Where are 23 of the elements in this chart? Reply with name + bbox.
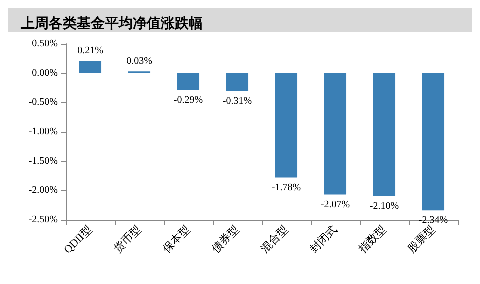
y-tick-label: -2.50% [28,214,58,226]
chart-title: 上周各类基金平均净值涨跌幅 [20,16,203,32]
data-label: -2.10% [370,201,400,212]
x-tick-label: 混合型 [258,223,291,256]
data-label: -1.78% [272,182,302,194]
data-label: -2.34% [418,215,448,226]
y-tick-label: 0.00% [32,68,58,79]
y-tick-label: -2.00% [28,185,58,196]
x-tick-label: 债券型 [209,223,242,256]
data-label: -0.31% [222,96,252,108]
x-tick-label: 指数型 [356,224,389,256]
data-label: -2.07% [320,199,350,210]
x-tick-label: 封闭式 [307,223,340,256]
data-label: -0.29% [174,94,204,106]
data-label: 0.21% [78,46,104,57]
y-tick-label: -1.00% [28,126,58,138]
y-tick-label: 0.50% [32,38,58,50]
x-tick-label: 货币型 [111,223,144,256]
x-tick-label: 股票型 [406,224,438,256]
y-tick-label: -0.50% [28,97,58,108]
x-tick-label: 保本型 [160,223,193,256]
data-label: 0.03% [126,56,152,68]
y-tick-label: -1.50% [28,156,58,167]
